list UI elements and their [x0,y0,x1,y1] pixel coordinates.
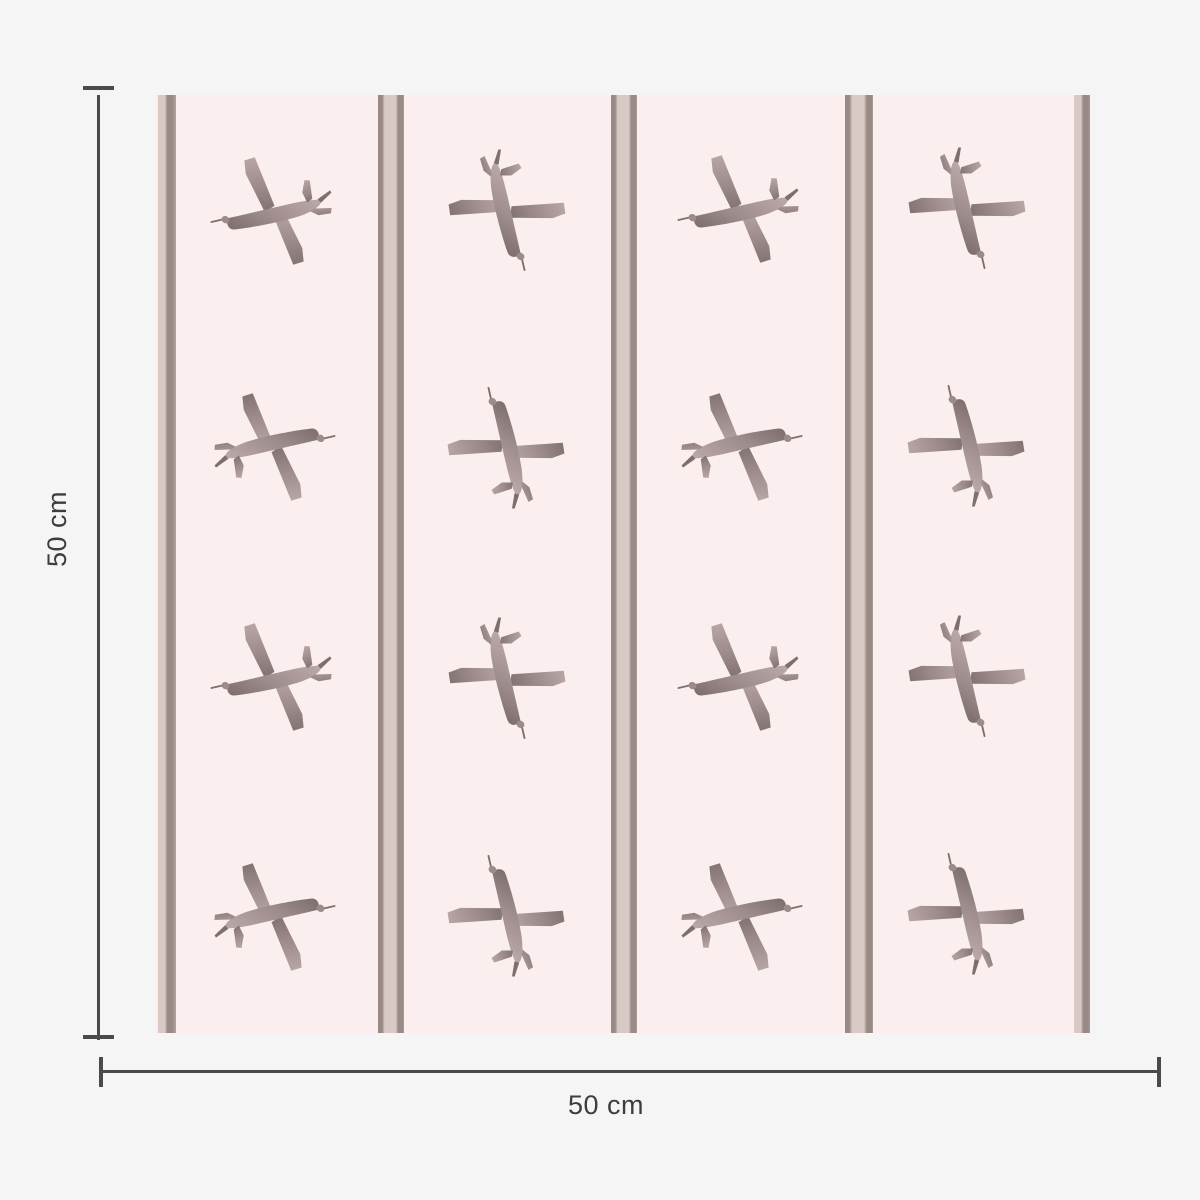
stripe-3 [611,95,637,1033]
dimension-line-vertical [97,95,100,1040]
dimension-line-horizontal [100,1070,1160,1073]
dimension-cap-top [83,86,114,90]
airplane-motif [660,596,823,759]
airplane-motif [191,366,354,529]
airplane-motif [885,366,1048,529]
airplane-motif [193,130,356,293]
dimension-cap-right [1157,1057,1161,1087]
dimension-cap-bottom [83,1035,114,1039]
dimension-label-width: 50 cm [568,1090,645,1120]
airplane-motif [658,836,821,999]
airplane-motif [425,368,588,531]
stripe-2 [378,95,404,1033]
airplane-motif [426,128,589,291]
dimension-label-height: 50 cm [42,490,72,567]
airplane-motif [886,126,1049,289]
wallpaper-swatch-panel [155,95,1090,1033]
airplane-motif [425,836,588,999]
stripe-1 [158,95,176,1033]
airplane-motif [885,834,1048,997]
airplane-motif [193,596,356,759]
airplane-motif [658,366,821,529]
stripe-4 [845,95,873,1033]
airplane-motif [886,594,1049,757]
stripe-5 [1074,95,1090,1033]
airplane-motif [426,596,589,759]
airplane-motif [191,836,354,999]
airplane-motif [660,128,823,291]
